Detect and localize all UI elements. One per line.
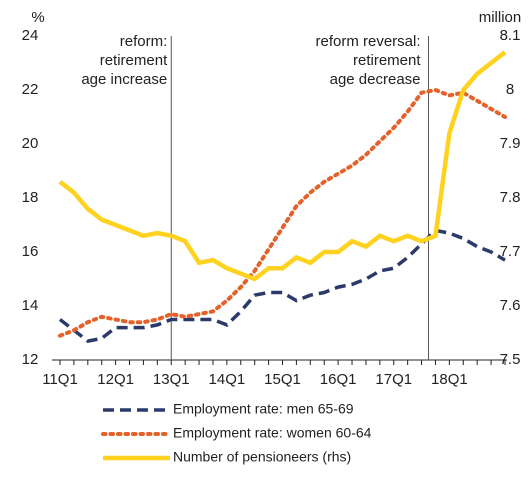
x-tick-label: 16Q1: [320, 371, 357, 388]
y-tick-label: 24: [22, 27, 39, 44]
y-tick-label: 18: [22, 189, 39, 206]
y-unit: %: [31, 9, 44, 26]
y-tick-label: 14: [22, 297, 39, 314]
legend-label: Employment rate: women 60-64: [173, 425, 372, 441]
y2-tick-label: 8: [506, 81, 514, 98]
y-tick-label: 22: [22, 81, 39, 98]
y2-tick-label: 7.6: [500, 297, 521, 314]
x-tick-label: 15Q1: [264, 371, 301, 388]
legend-label: Number of pensioneers (rhs): [173, 449, 351, 465]
annotation: retirement: [100, 52, 168, 69]
annotation: reform:: [120, 33, 168, 50]
annotation: reform reversal:: [315, 33, 420, 50]
annotation: age increase: [81, 71, 167, 88]
y2-tick-label: 8.1: [500, 27, 521, 44]
annotation: age decrease: [330, 71, 421, 88]
series-line: [58, 87, 507, 338]
x-tick-label: 13Q1: [153, 371, 190, 388]
legend-label: Employment rate: men 65-69: [173, 401, 354, 417]
x-tick-label: 12Q1: [97, 371, 134, 388]
annotation: retirement: [353, 52, 421, 69]
y2-tick-label: 7.7: [500, 243, 521, 260]
x-tick-label: 18Q1: [431, 371, 468, 388]
y2-unit: million: [479, 9, 522, 26]
y-tick-label: 12: [22, 351, 39, 368]
series-line: [58, 228, 506, 343]
x-tick-label: 17Q1: [375, 371, 412, 388]
series-line: [58, 50, 507, 282]
y-tick-label: 16: [22, 243, 39, 260]
x-tick-label: 14Q1: [209, 371, 246, 388]
y2-tick-label: 7.5: [500, 351, 521, 368]
x-tick-label: 11Q1: [42, 371, 78, 388]
y-tick-label: 20: [22, 135, 39, 152]
y2-tick-label: 7.8: [500, 189, 521, 206]
y2-tick-label: 7.9: [500, 135, 521, 152]
